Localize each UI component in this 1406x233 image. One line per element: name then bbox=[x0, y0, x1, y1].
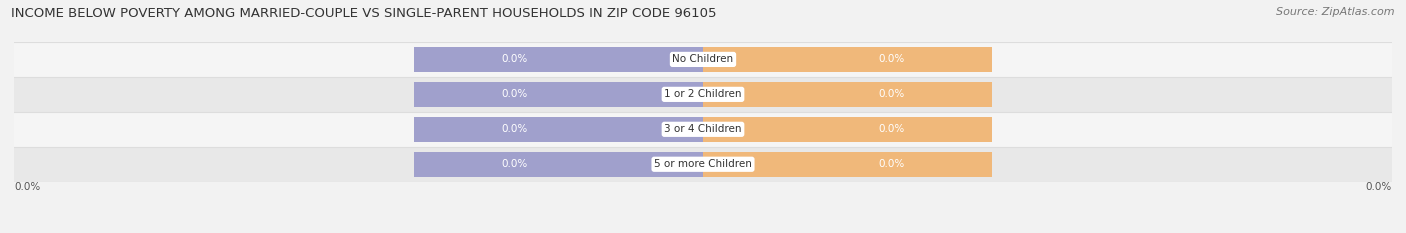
Bar bbox=[703, 82, 993, 107]
Text: 0.0%: 0.0% bbox=[14, 182, 41, 192]
Bar bbox=[413, 82, 703, 107]
Text: INCOME BELOW POVERTY AMONG MARRIED-COUPLE VS SINGLE-PARENT HOUSEHOLDS IN ZIP COD: INCOME BELOW POVERTY AMONG MARRIED-COUPL… bbox=[11, 7, 717, 20]
Text: No Children: No Children bbox=[672, 55, 734, 64]
Bar bbox=[14, 42, 1392, 77]
Bar bbox=[703, 117, 993, 142]
Text: 5 or more Children: 5 or more Children bbox=[654, 159, 752, 169]
Bar bbox=[413, 117, 703, 142]
Bar bbox=[14, 77, 1392, 112]
Bar bbox=[14, 147, 1392, 182]
Text: 0.0%: 0.0% bbox=[877, 89, 904, 99]
Bar bbox=[703, 152, 993, 177]
Text: 0.0%: 0.0% bbox=[502, 124, 529, 134]
Text: 0.0%: 0.0% bbox=[502, 89, 529, 99]
Text: 0.0%: 0.0% bbox=[877, 55, 904, 64]
Text: 1 or 2 Children: 1 or 2 Children bbox=[664, 89, 742, 99]
Text: Source: ZipAtlas.com: Source: ZipAtlas.com bbox=[1277, 7, 1395, 17]
Text: 0.0%: 0.0% bbox=[877, 124, 904, 134]
Bar bbox=[14, 112, 1392, 147]
Text: 0.0%: 0.0% bbox=[1365, 182, 1392, 192]
Text: 0.0%: 0.0% bbox=[502, 55, 529, 64]
Bar bbox=[413, 152, 703, 177]
Bar bbox=[413, 47, 703, 72]
Text: 0.0%: 0.0% bbox=[877, 159, 904, 169]
Bar bbox=[703, 47, 993, 72]
Text: 3 or 4 Children: 3 or 4 Children bbox=[664, 124, 742, 134]
Text: 0.0%: 0.0% bbox=[502, 159, 529, 169]
